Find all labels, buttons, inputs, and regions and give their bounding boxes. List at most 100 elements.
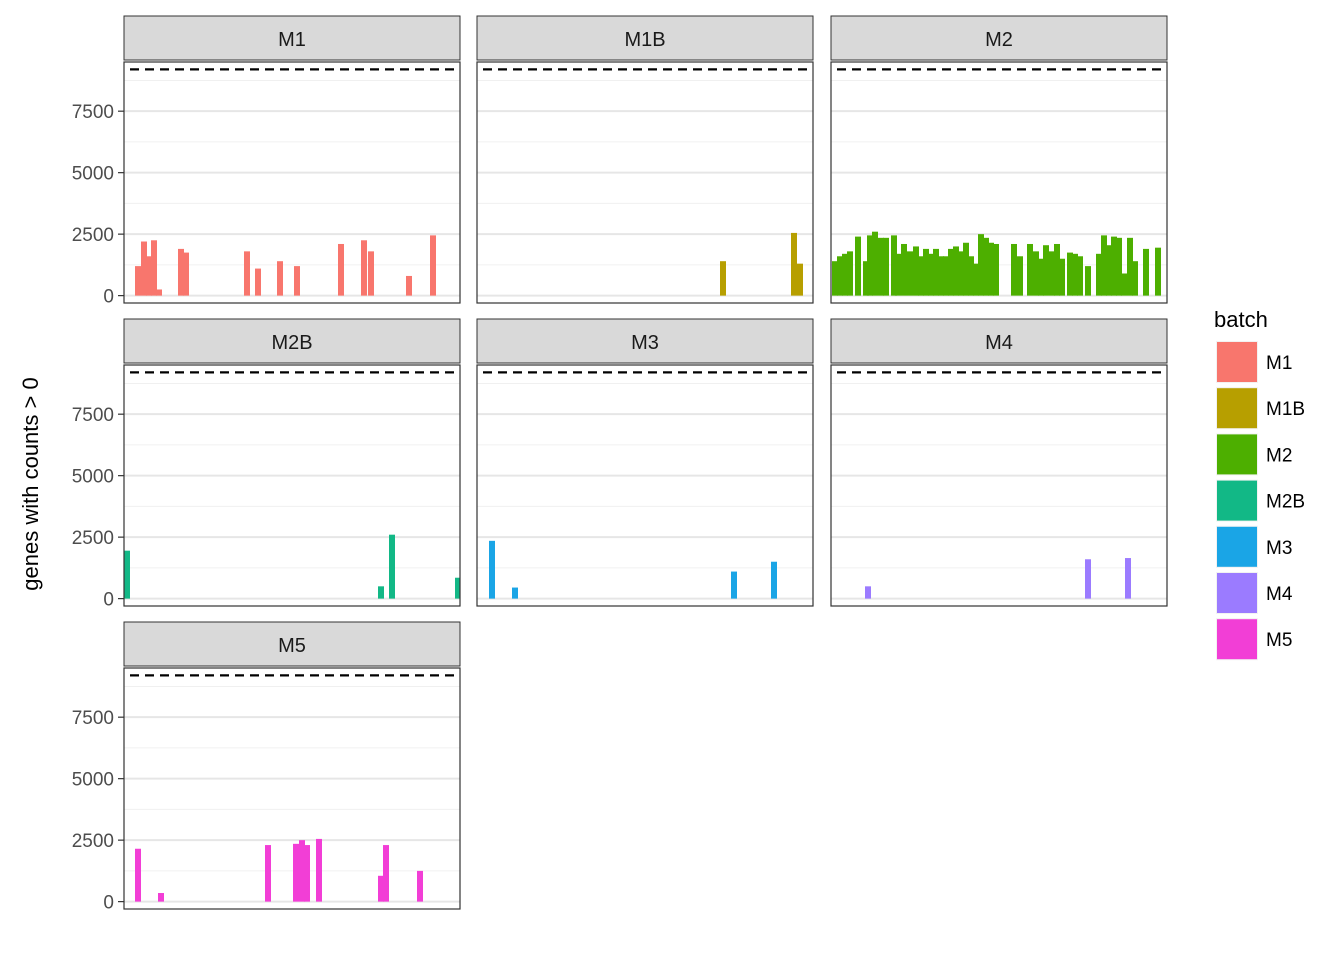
facet-strip xyxy=(123,318,461,364)
panel-border xyxy=(123,667,461,910)
bar xyxy=(1096,253,1102,296)
bar xyxy=(378,875,384,902)
bar xyxy=(1059,258,1065,296)
facet-strip xyxy=(830,318,1168,364)
y-tick-label: 2500 xyxy=(72,528,114,549)
bar xyxy=(244,251,250,296)
bar xyxy=(1111,236,1117,296)
bar xyxy=(943,256,949,296)
bar xyxy=(1116,237,1122,296)
bar xyxy=(316,838,322,902)
bar xyxy=(968,256,974,296)
bar xyxy=(895,253,901,296)
facet-panel-m2: M2 xyxy=(830,15,1168,304)
panel-border xyxy=(476,364,814,607)
y-tick-label: 7500 xyxy=(72,102,114,123)
panel-background xyxy=(124,365,460,606)
bar xyxy=(417,870,423,902)
bar xyxy=(891,235,897,296)
y-axis-label: genes with counts > 0 xyxy=(18,377,43,590)
facet-strip-label: M2 xyxy=(985,29,1013,51)
bar xyxy=(1077,256,1083,296)
bar xyxy=(378,586,384,599)
bar-series-m2 xyxy=(832,231,1161,296)
legend-entry-m2: M2 xyxy=(1216,433,1292,476)
bar xyxy=(1072,253,1078,296)
facet-strip xyxy=(830,15,1168,61)
legend-swatch xyxy=(1217,480,1257,521)
y-tick-label: 5000 xyxy=(72,164,114,185)
bar xyxy=(1106,245,1112,296)
facet-strip-label: M3 xyxy=(631,332,659,354)
legend-entry-m2b: M2B xyxy=(1216,479,1305,522)
bar xyxy=(837,256,843,296)
bar-series-m5 xyxy=(135,838,423,902)
panel-background xyxy=(124,62,460,303)
bar xyxy=(771,561,777,599)
bar xyxy=(865,586,871,599)
y-tick-label: 2500 xyxy=(72,831,114,852)
legend-label: M1B xyxy=(1266,399,1305,420)
bar xyxy=(953,246,959,296)
facet-strip-label: M5 xyxy=(278,635,306,657)
bar xyxy=(430,235,436,296)
bar xyxy=(455,577,460,599)
bar xyxy=(1085,559,1091,599)
legend-label: M4 xyxy=(1266,584,1293,605)
legend-label: M5 xyxy=(1266,630,1292,651)
bar-series-m1b xyxy=(720,232,803,296)
bar xyxy=(124,550,130,599)
bar xyxy=(933,248,939,296)
bar xyxy=(255,268,261,296)
y-tick-label: 2500 xyxy=(72,225,114,246)
facet-strip-label: M4 xyxy=(985,332,1013,354)
bar xyxy=(141,241,147,296)
bar xyxy=(1085,266,1091,296)
legend-swatch xyxy=(1217,388,1257,429)
bar-series-m1 xyxy=(135,235,436,296)
bar xyxy=(1067,252,1073,296)
bar xyxy=(361,240,367,296)
bar xyxy=(1017,256,1023,296)
legend-swatch xyxy=(1217,573,1257,613)
bar xyxy=(867,235,873,296)
facet-strip xyxy=(123,15,461,61)
bar xyxy=(883,237,889,296)
facet-panel-m5: M5 0 2500 5000 7500 xyxy=(72,621,461,914)
bar xyxy=(993,243,999,296)
bar xyxy=(1121,273,1127,296)
bar xyxy=(1127,237,1133,296)
bar xyxy=(863,261,869,296)
bar xyxy=(489,540,495,599)
bar xyxy=(135,848,141,902)
bar xyxy=(847,251,853,296)
bar xyxy=(797,263,803,296)
bar xyxy=(1132,261,1138,296)
bar xyxy=(938,256,944,296)
bar xyxy=(928,253,934,296)
bar xyxy=(1125,558,1131,599)
bar xyxy=(948,248,954,296)
panel-background xyxy=(477,62,813,303)
bar xyxy=(983,237,989,296)
bar xyxy=(293,843,299,902)
y-tick-label: 5000 xyxy=(72,770,114,791)
bar xyxy=(406,275,412,296)
panel-background xyxy=(831,365,1167,606)
y-tick-label: 7500 xyxy=(72,708,114,729)
bar xyxy=(158,893,164,902)
bar xyxy=(918,256,924,296)
bar xyxy=(988,242,994,296)
bar xyxy=(1043,245,1049,296)
bar xyxy=(383,845,389,902)
bar xyxy=(973,263,979,296)
legend-label: M3 xyxy=(1266,538,1292,559)
bar xyxy=(907,251,913,296)
bar xyxy=(923,248,929,296)
y-tick-label: 7500 xyxy=(72,405,114,426)
legend-entry-m1: M1 xyxy=(1216,341,1292,383)
bar xyxy=(1033,251,1039,296)
facet-panel-m4: M4 xyxy=(830,318,1168,607)
